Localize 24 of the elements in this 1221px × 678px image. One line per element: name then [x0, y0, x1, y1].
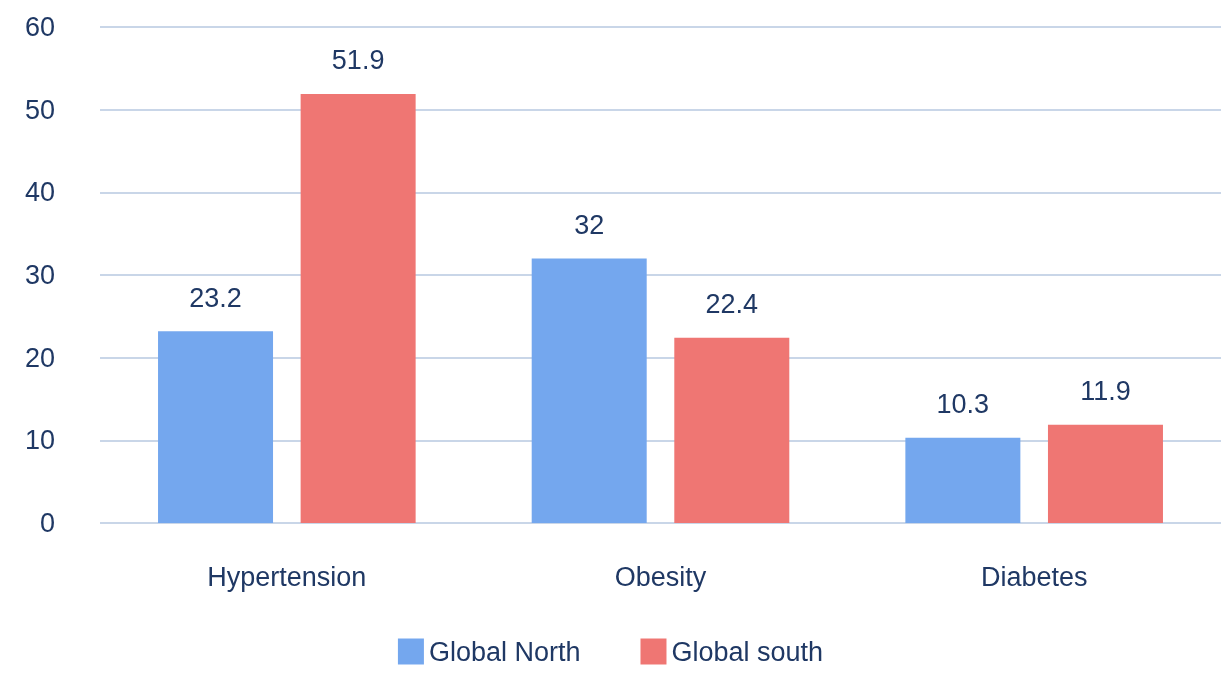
- legend-label: Global south: [671, 636, 824, 667]
- x-tick-label: Hypertension: [207, 561, 367, 592]
- y-tick-label: 20: [24, 342, 55, 373]
- bar: [531, 258, 647, 523]
- y-tick-label: 60: [24, 12, 55, 42]
- x-tick-label: Obesity: [614, 561, 707, 592]
- data-label: 32: [574, 209, 605, 240]
- data-label: 51.9: [331, 45, 385, 76]
- data-label: 23.2: [189, 282, 242, 313]
- x-tick-label: Diabetes: [980, 561, 1088, 592]
- data-label: 10.3: [936, 389, 990, 420]
- legend-label: Global North: [428, 636, 581, 667]
- bar: [158, 331, 274, 523]
- data-label: 11.9: [1080, 376, 1131, 407]
- bar: [1047, 424, 1163, 523]
- bar: [300, 93, 416, 523]
- y-tick-label: 30: [24, 260, 55, 290]
- y-tick-label: 50: [24, 94, 55, 125]
- y-tick-label: 10: [24, 425, 55, 456]
- bar: [905, 437, 1021, 523]
- y-tick-label: 40: [24, 177, 55, 208]
- bar: [674, 337, 790, 523]
- y-tick-label: 0: [39, 508, 55, 538]
- data-label: 22.4: [705, 289, 759, 320]
